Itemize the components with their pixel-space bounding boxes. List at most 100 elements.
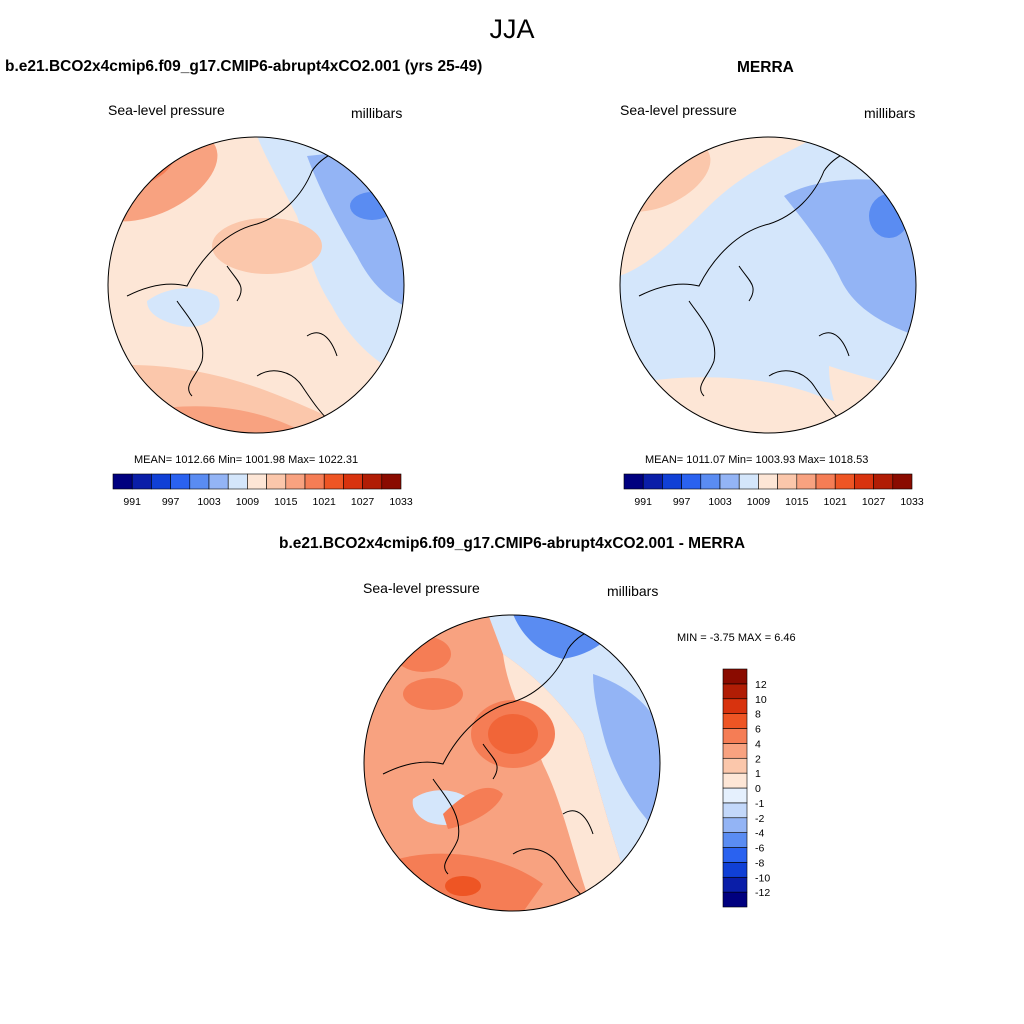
diff-colorbar-swatch bbox=[722, 817, 748, 833]
colorbar-swatch bbox=[758, 473, 778, 490]
diff-colorbar-swatch bbox=[722, 772, 748, 789]
diff-colorbar-swatch bbox=[722, 683, 748, 700]
model-variable-label: Sea-level pressure bbox=[108, 102, 225, 118]
obs-colorbar-tick-label: 1003 bbox=[708, 496, 732, 508]
diff-colorbar-tick-label: 12 bbox=[755, 679, 767, 691]
diff-units-label: millibars bbox=[607, 583, 659, 599]
diff-colorbar-tick-label: -6 bbox=[755, 843, 764, 855]
diff-coastlines bbox=[382, 625, 619, 907]
model-colorbar-tick-label: 1021 bbox=[313, 496, 337, 508]
colorbar-swatch bbox=[681, 473, 702, 490]
diff-colorbar-tick-label: 1 bbox=[755, 768, 761, 780]
figure-title: JJA bbox=[489, 14, 535, 44]
colorbar-swatch bbox=[151, 473, 171, 490]
diff-colorbar-swatch bbox=[722, 876, 748, 893]
diff-polar-map bbox=[363, 614, 661, 912]
diff-colorbar-tick-label: 6 bbox=[755, 724, 761, 736]
diff-colorbar-swatch bbox=[722, 891, 748, 908]
colorbar-swatch bbox=[815, 473, 836, 490]
diff-colorbar-swatch bbox=[722, 802, 748, 819]
colorbar-swatch bbox=[662, 473, 682, 490]
colorbar-swatch bbox=[854, 473, 874, 490]
colorbar-swatch bbox=[189, 473, 210, 490]
model-colorbar-tick-label: 1027 bbox=[351, 496, 375, 508]
model-stats: MEAN= 1012.66 Min= 1001.98 Max= 1022.31 bbox=[134, 454, 359, 466]
obs-panel-title: MERRA bbox=[737, 59, 794, 76]
colorbar-swatch bbox=[343, 473, 363, 490]
diff-colorbar-tick-label: -10 bbox=[755, 872, 770, 884]
model-colorbar-tick-label: 997 bbox=[162, 496, 180, 508]
colorbar-swatch bbox=[892, 473, 913, 490]
colorbar-swatch bbox=[796, 473, 817, 490]
diff-colorbar-swatch bbox=[722, 862, 748, 878]
model-low-pressure-greenland bbox=[147, 288, 220, 327]
diff-colorbar-tick-label: 0 bbox=[755, 783, 761, 795]
colorbar-swatch bbox=[834, 473, 855, 490]
diff-colorbar-tick-label: -1 bbox=[755, 798, 764, 810]
colorbar-swatch bbox=[362, 473, 383, 490]
obs-stats: MEAN= 1011.07 Min= 1003.93 Max= 1018.53 bbox=[645, 454, 869, 466]
model-units-label: millibars bbox=[351, 105, 403, 121]
colorbar-swatch bbox=[719, 473, 740, 490]
model-colorbar-tick-label: 1003 bbox=[197, 496, 221, 508]
diff-colorbar-tick-label: 10 bbox=[755, 694, 767, 706]
diff-colorbar-tick-label: 8 bbox=[755, 709, 761, 721]
diff-colorbar-tick-label: -4 bbox=[755, 828, 764, 840]
diff-colorbar-tick-label: 2 bbox=[755, 753, 761, 765]
obs-variable-label: Sea-level pressure bbox=[620, 102, 737, 118]
model-coastlines bbox=[126, 147, 363, 429]
obs-colorbar-tick-label: 1009 bbox=[747, 496, 771, 508]
diff-colorbar-swatch bbox=[722, 698, 748, 714]
diff-colorbar-swatch bbox=[722, 787, 748, 804]
colorbar-swatch bbox=[738, 473, 759, 490]
obs-colorbar-tick-label: 1033 bbox=[900, 496, 924, 508]
diff-positive-south-core bbox=[445, 876, 481, 896]
diff-colorbar-tick-label: -12 bbox=[755, 887, 770, 899]
diff-stats: MIN = -3.75 MAX = 6.46 bbox=[677, 632, 796, 644]
diff-colorbar-tick-label: 4 bbox=[755, 738, 761, 750]
colorbar-swatch bbox=[381, 473, 402, 490]
diff-panel-title: b.e21.BCO2x4cmip6.f09_g17.CMIP6-abrupt4x… bbox=[278, 535, 746, 552]
diff-colorbar-tick-label: -8 bbox=[755, 857, 764, 869]
obs-coastlines bbox=[638, 147, 875, 429]
colorbar-swatch bbox=[777, 473, 798, 490]
obs-colorbar: 991 997 1003 1009 1015 1021 1027 1033 bbox=[623, 473, 924, 508]
colorbar-swatch bbox=[304, 473, 325, 490]
diff-colorbar-swatch bbox=[722, 757, 748, 774]
model-low-pressure-min bbox=[350, 192, 394, 220]
diff-variable-label: Sea-level pressure bbox=[363, 580, 480, 596]
model-colorbar-tick-label: 1009 bbox=[236, 496, 260, 508]
diff-positive-nw bbox=[395, 636, 451, 672]
obs-colorbar-tick-label: 991 bbox=[634, 496, 652, 508]
obs-colorbar-tick-label: 1015 bbox=[785, 496, 809, 508]
colorbar-swatch bbox=[247, 473, 267, 490]
colorbar-swatch bbox=[285, 473, 306, 490]
colorbar-swatch bbox=[323, 473, 344, 490]
colorbar-swatch bbox=[266, 473, 287, 490]
diff-positive-greenland bbox=[443, 787, 503, 829]
model-colorbar-tick-label: 1033 bbox=[389, 496, 413, 508]
obs-units-label: millibars bbox=[864, 105, 916, 121]
model-panel-title: b.e21.BCO2x4cmip6.f09_g17.CMIP6-abrupt4x… bbox=[5, 58, 483, 75]
diff-colorbar-swatch bbox=[722, 847, 748, 863]
model-high-pressure-center bbox=[212, 218, 322, 274]
colorbar-swatch bbox=[700, 473, 721, 490]
colorbar-swatch bbox=[623, 473, 644, 490]
model-colorbar-tick-label: 991 bbox=[123, 496, 141, 508]
diff-colorbar-tick-label: -2 bbox=[755, 813, 764, 825]
diff-positive-west bbox=[403, 678, 463, 710]
model-polar-map bbox=[107, 136, 405, 434]
model-colorbar-tick-label: 1015 bbox=[274, 496, 298, 508]
diff-colorbar-swatch bbox=[722, 832, 748, 848]
colorbar-swatch bbox=[131, 473, 152, 490]
colorbar-swatch bbox=[170, 473, 191, 490]
diff-positive-center-core bbox=[488, 714, 538, 754]
obs-colorbar-tick-label: 1021 bbox=[824, 496, 848, 508]
obs-polar-map bbox=[619, 136, 917, 434]
diff-colorbar-swatch bbox=[722, 743, 748, 759]
obs-colorbar-tick-label: 997 bbox=[673, 496, 691, 508]
colorbar-swatch bbox=[642, 473, 663, 490]
colorbar-swatch bbox=[112, 473, 133, 490]
diff-colorbar-swatch bbox=[722, 728, 748, 744]
